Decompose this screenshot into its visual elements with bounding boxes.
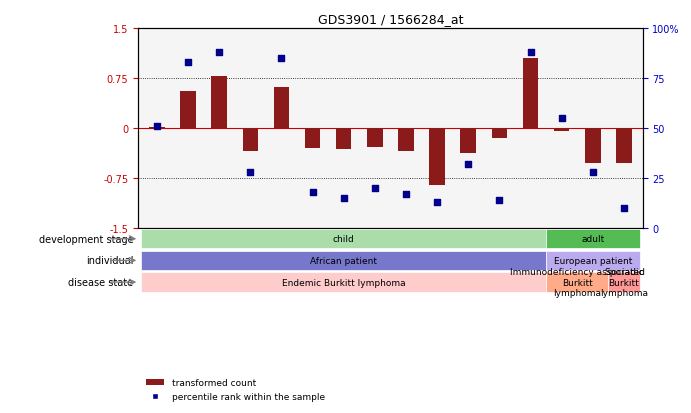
Bar: [243, 128, 258, 152]
Point: [618, 205, 630, 211]
Point: [245, 169, 256, 176]
Title: GDS3901 / 1566284_at: GDS3901 / 1566284_at: [318, 13, 463, 26]
Bar: [546, 273, 608, 292]
Text: European patient: European patient: [553, 256, 632, 265]
Point: [151, 123, 162, 130]
Point: [587, 169, 598, 176]
Text: individual: individual: [86, 256, 133, 266]
Bar: [305, 128, 321, 149]
Text: adult: adult: [581, 235, 605, 244]
Point: [556, 115, 567, 122]
Point: [338, 195, 349, 202]
Text: Immunodeficiency associated
Burkitt
lymphoma: Immunodeficiency associated Burkitt lymp…: [510, 268, 645, 297]
Bar: [367, 128, 383, 147]
Legend: transformed count, percentile rank within the sample: transformed count, percentile rank withi…: [143, 375, 328, 404]
Bar: [608, 273, 639, 292]
Text: Endemic Burkitt lymphoma: Endemic Burkitt lymphoma: [282, 278, 406, 287]
Point: [494, 197, 505, 204]
Bar: [523, 59, 538, 128]
Bar: [336, 128, 352, 150]
Bar: [180, 92, 196, 128]
Point: [463, 161, 474, 168]
Bar: [142, 251, 546, 271]
Point: [401, 191, 412, 198]
Point: [369, 185, 380, 192]
Text: development stage: development stage: [39, 234, 133, 244]
Text: African patient: African patient: [310, 256, 377, 265]
Bar: [554, 128, 569, 132]
Point: [182, 59, 193, 66]
Bar: [211, 77, 227, 128]
Bar: [585, 128, 600, 163]
Point: [214, 50, 225, 56]
Bar: [546, 229, 639, 249]
Bar: [616, 128, 632, 163]
Bar: [398, 128, 414, 152]
Bar: [429, 128, 445, 185]
Point: [525, 50, 536, 56]
Text: child: child: [333, 235, 354, 244]
Point: [307, 189, 318, 196]
Text: Sporadic
Burkitt
lymphoma: Sporadic Burkitt lymphoma: [600, 268, 648, 297]
Bar: [491, 128, 507, 139]
Text: disease state: disease state: [68, 278, 133, 287]
Bar: [460, 128, 476, 154]
Bar: [142, 229, 546, 249]
Bar: [142, 273, 546, 292]
Point: [432, 199, 443, 206]
Bar: [149, 127, 164, 128]
Bar: [546, 251, 639, 271]
Bar: [274, 88, 290, 128]
Point: [276, 55, 287, 62]
